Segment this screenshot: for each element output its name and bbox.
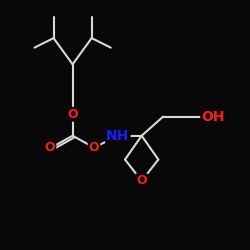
Text: O: O bbox=[45, 141, 55, 154]
Text: OH: OH bbox=[201, 110, 225, 124]
Text: O: O bbox=[67, 108, 78, 121]
Text: NH: NH bbox=[106, 129, 130, 143]
Text: O: O bbox=[136, 174, 147, 188]
Text: O: O bbox=[89, 141, 99, 154]
